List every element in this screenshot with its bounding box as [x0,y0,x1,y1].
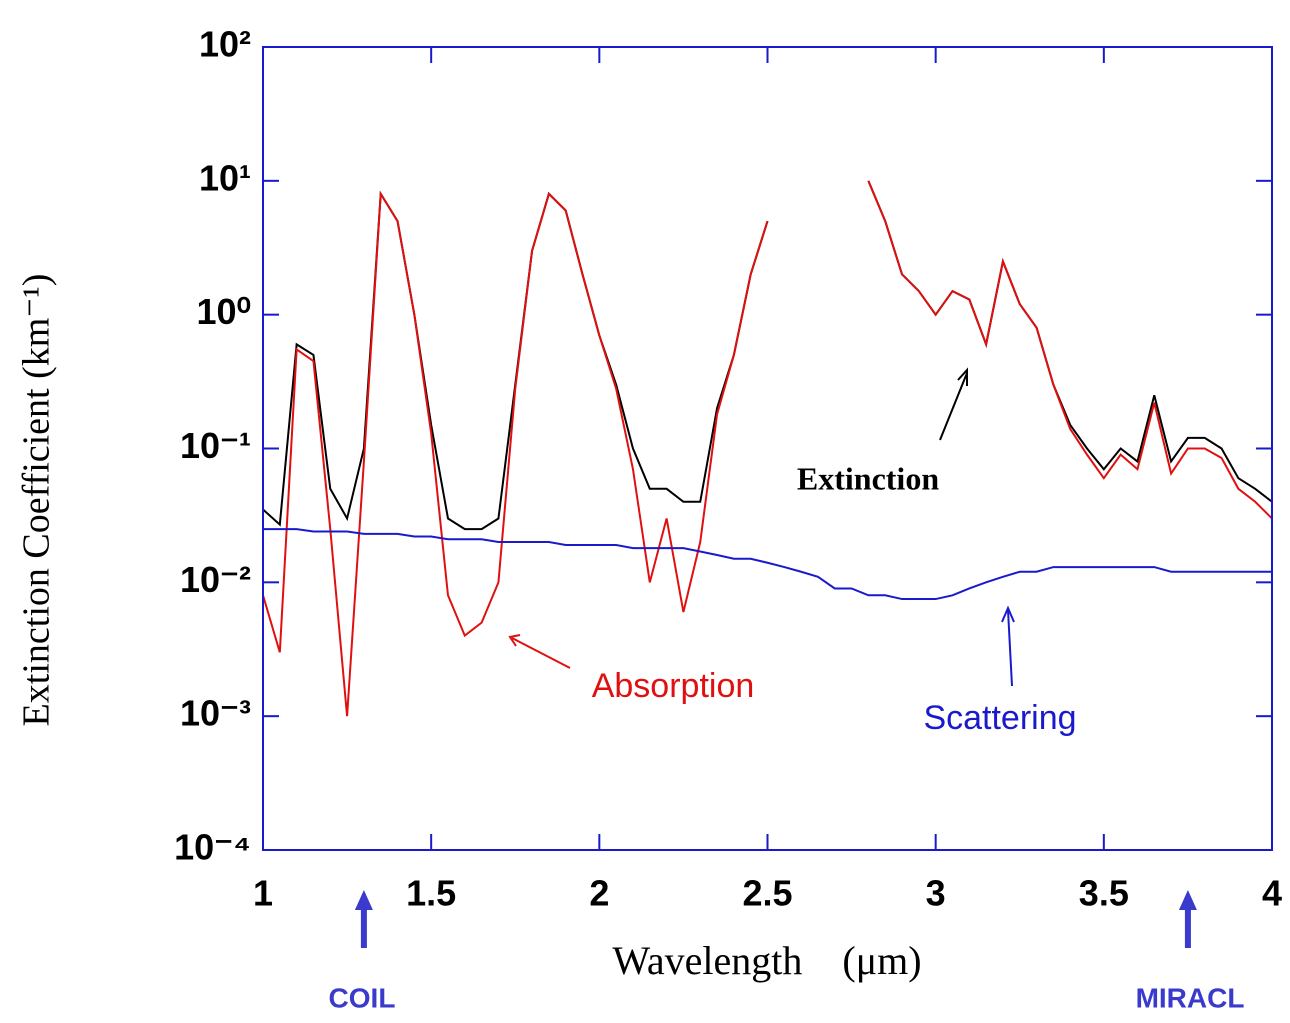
y-tick-label: 10² [199,24,251,65]
series-line [867,180,1273,520]
y-tick-label: 10⁻⁴ [174,827,251,868]
x-tick-label: 3.5 [1079,873,1129,914]
series-line [262,190,769,717]
plot-frame [262,46,1273,851]
series-line [867,180,1273,503]
x-tick-label: 1.5 [406,873,456,914]
series-line [262,190,769,531]
y-tick-label: 10⁻² [180,559,251,600]
y-tick-label: 10⁻³ [180,693,251,734]
annotation: COIL [329,982,396,1013]
x-tick-label: 4 [1262,873,1282,914]
x-tick-label: 2 [589,873,609,914]
series-label: Extinction [797,460,939,496]
x-tick-label: 3 [926,873,946,914]
series-label: Scattering [923,699,1076,737]
series-line [263,528,1272,601]
pointer-arrows [508,367,1015,687]
series-label: Absorption [592,667,755,705]
y-tick-label: 10¹ [199,157,251,198]
y-tick-label: 10⁻¹ [180,425,251,466]
x-axis-label: Wavelength (μm) [612,938,921,983]
x-tick-label: 1 [253,873,273,914]
y-tick-label: 10⁰ [197,291,251,332]
annotation-arrowhead [354,890,373,910]
annotation-arrowhead [1178,890,1197,910]
annotation: MIRACL [1136,982,1245,1013]
x-tick-label: 2.5 [742,873,792,914]
y-axis-label: Extinction Coefficient (km⁻¹) [16,274,58,727]
